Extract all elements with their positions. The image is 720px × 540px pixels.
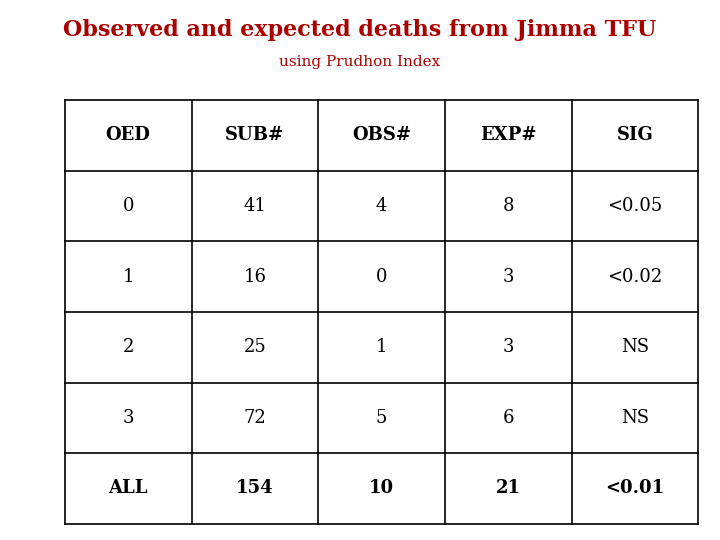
Text: 41: 41 (243, 197, 266, 215)
Text: 2: 2 (122, 338, 134, 356)
Text: SIG: SIG (616, 126, 654, 144)
Text: NS: NS (621, 338, 649, 356)
Text: <0.02: <0.02 (608, 267, 662, 286)
Text: 1: 1 (122, 267, 134, 286)
Text: 3: 3 (503, 338, 514, 356)
Text: 16: 16 (243, 267, 266, 286)
Text: 6: 6 (503, 409, 514, 427)
Text: ALL: ALL (109, 480, 148, 497)
Text: SUB#: SUB# (225, 126, 284, 144)
Text: 21: 21 (496, 480, 521, 497)
Text: 3: 3 (503, 267, 514, 286)
Text: Observed and expected deaths from Jimma TFU: Observed and expected deaths from Jimma … (63, 19, 657, 40)
Text: 72: 72 (243, 409, 266, 427)
Text: EXP#: EXP# (480, 126, 536, 144)
Text: 154: 154 (236, 480, 274, 497)
Text: 8: 8 (503, 197, 514, 215)
Text: OED: OED (106, 126, 150, 144)
Text: <0.05: <0.05 (608, 197, 662, 215)
Text: 3: 3 (122, 409, 134, 427)
Text: 5: 5 (376, 409, 387, 427)
Text: 0: 0 (122, 197, 134, 215)
Text: 1: 1 (376, 338, 387, 356)
Text: 10: 10 (369, 480, 394, 497)
Text: <0.01: <0.01 (606, 480, 665, 497)
Text: NS: NS (621, 409, 649, 427)
Text: 25: 25 (243, 338, 266, 356)
Text: using Prudhon Index: using Prudhon Index (279, 55, 441, 69)
Text: 4: 4 (376, 197, 387, 215)
Text: 0: 0 (376, 267, 387, 286)
Text: OBS#: OBS# (352, 126, 411, 144)
